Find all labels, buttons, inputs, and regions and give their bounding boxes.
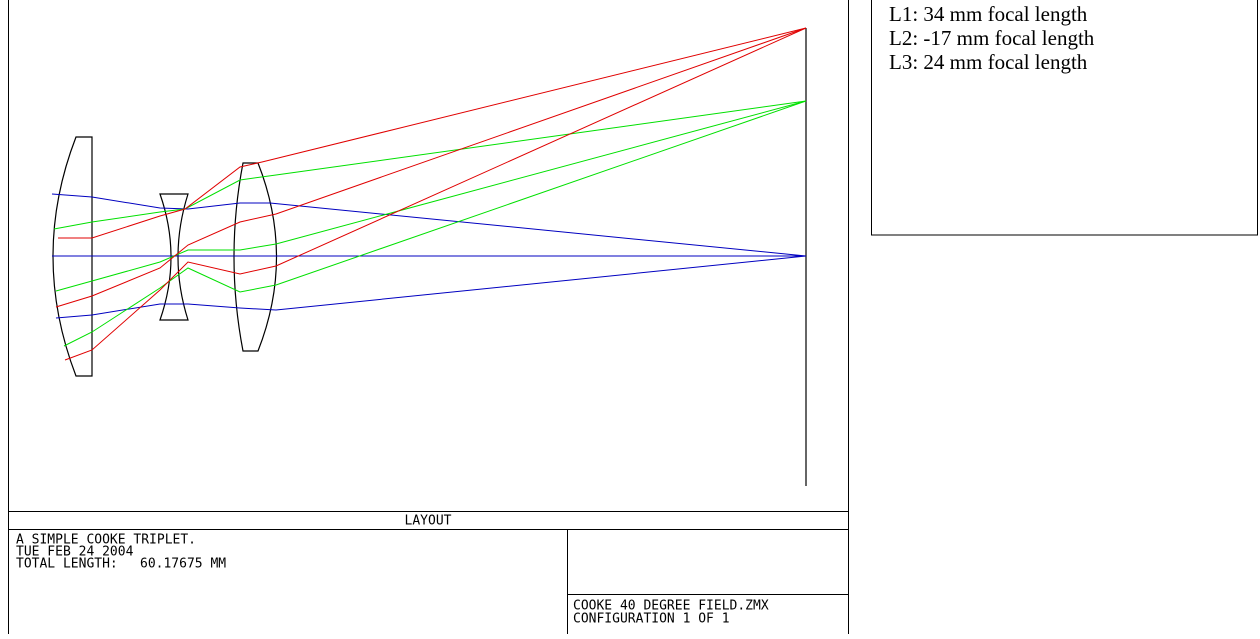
lens-l2 — [159, 193, 189, 321]
ray — [55, 255, 807, 319]
legend-item: L1: 34 mm focal length — [889, 2, 1088, 26]
lenses — [52, 28, 807, 486]
legend-box — [871, 0, 1258, 236]
config: CONFIGURATION 1 OF 1 — [573, 612, 730, 627]
ray — [58, 27, 807, 239]
ray — [64, 27, 807, 361]
plot-title: LAYOUT — [405, 514, 452, 529]
length-label: TOTAL LENGTH: — [16, 557, 118, 572]
rays — [51, 27, 807, 361]
ray — [55, 100, 807, 292]
ray — [55, 27, 807, 308]
info-line: A SIMPLE COOKE TRIPLET. — [16, 533, 196, 548]
lens-l1 — [52, 136, 93, 377]
info-line: TUE FEB 24 2004 — [16, 545, 134, 560]
ray — [63, 100, 807, 347]
file-name: COOKE 40 DEGREE FIELD.ZMX — [573, 599, 769, 614]
legend-item: L2: -17 mm focal length — [889, 26, 1095, 50]
ray — [51, 193, 807, 257]
lens-l3 — [233, 162, 278, 352]
legend-item: L3: 24 mm focal length — [889, 50, 1088, 74]
length-value: 60.17675 MM — [140, 557, 226, 572]
